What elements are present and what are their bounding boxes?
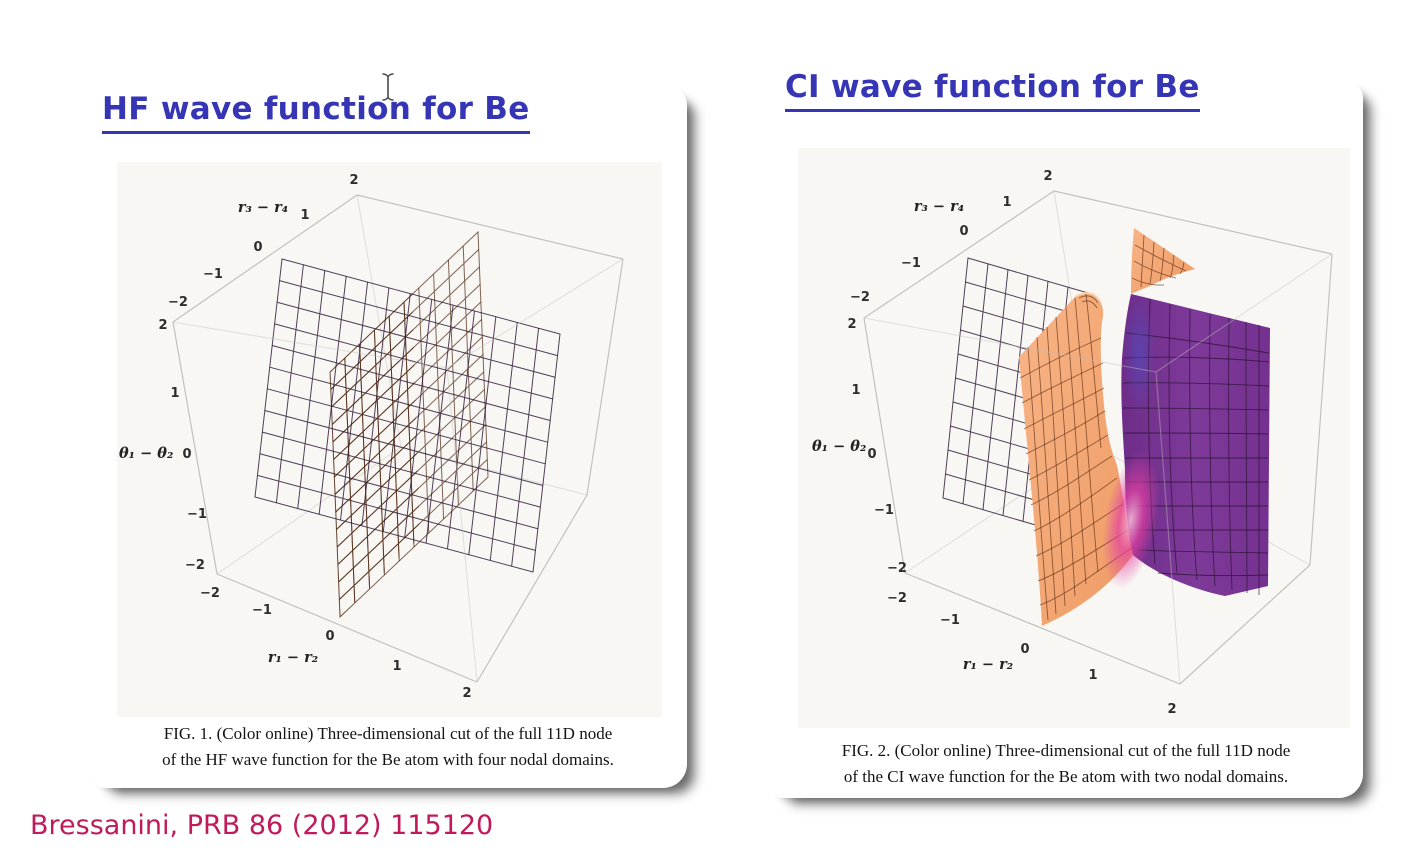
hf-figure-caption: FIG. 1. (Color online) Three-dimensional…	[103, 721, 673, 772]
ci-tick: 1	[851, 383, 860, 398]
hf-caption-line1: FIG. 1. (Color online) Three-dimensional…	[163, 724, 613, 743]
hf-tick: 0	[182, 447, 191, 462]
hf-caption-line2: of the HF wave function for the Be atom …	[162, 749, 614, 769]
ci-tick: −2	[887, 591, 907, 606]
hf-tick: 0	[253, 240, 262, 255]
hf-tick: −1	[203, 267, 223, 282]
ci-tick: −2	[887, 561, 907, 576]
hf-tick: 1	[392, 659, 401, 674]
ci-axis-label-r1r2: r₁ − r₂	[963, 656, 1013, 673]
ci-figure-card: r₃ − r₄ 2 1 0 −1 −2 θ₁ − θ₂ 2 1 0 −1 −2 …	[773, 82, 1363, 798]
ci-tick: −1	[940, 613, 960, 628]
hf-axis-label-r3r4: r₃ − r₄	[238, 199, 288, 216]
hf-tick: 2	[158, 318, 167, 333]
ci-3d-plot: r₃ − r₄ 2 1 0 −1 −2 θ₁ − θ₂ 2 1 0 −1 −2 …	[798, 148, 1350, 728]
hf-tick: −2	[168, 295, 188, 310]
text-cursor-icon	[380, 72, 396, 106]
ci-tick: 2	[1043, 169, 1052, 184]
ci-axis-label-r3r4: r₃ − r₄	[914, 198, 964, 215]
ci-figure-caption: FIG. 2. (Color online) Three-dimensional…	[781, 738, 1351, 789]
hf-tick: 1	[170, 386, 179, 401]
hf-3d-plot: r₃ − r₄ 2 1 0 −1 −2 θ₁ − θ₂ 2 1 0 −1 −2 …	[117, 162, 662, 717]
hf-tick: 0	[325, 629, 334, 644]
hf-tick: −1	[187, 507, 207, 522]
hf-tick: −1	[252, 603, 272, 618]
ci-caption-line2: of the CI wave function for the Be atom …	[843, 766, 1289, 786]
hf-tick: −2	[200, 586, 220, 601]
hf-axis-label-theta: θ₁ − θ₂	[119, 445, 173, 462]
hf-tick: 2	[462, 686, 471, 701]
ci-tick: 0	[1020, 642, 1029, 657]
hf-tick: 2	[349, 173, 358, 188]
citation-text: Bressanini, PRB 86 (2012) 115120	[30, 810, 494, 841]
ci-title: CI wave function for Be	[785, 69, 1200, 112]
ci-tick: 0	[867, 447, 876, 462]
hf-title: HF wave function for Be	[102, 91, 530, 134]
ci-tick: −1	[901, 256, 921, 271]
hf-tick: −2	[185, 558, 205, 573]
ci-tick: −1	[874, 503, 894, 518]
ci-tick: −2	[850, 290, 870, 305]
ci-tick: 1	[1088, 668, 1097, 683]
hf-tick: 1	[300, 208, 309, 223]
hf-figure-card: r₃ − r₄ 2 1 0 −1 −2 θ₁ − θ₂ 2 1 0 −1 −2 …	[95, 88, 687, 788]
ci-tick: 1	[1002, 195, 1011, 210]
ci-axis-label-theta: θ₁ − θ₂	[812, 438, 866, 455]
ci-caption-line1: FIG. 2. (Color online) Three-dimensional…	[841, 741, 1291, 760]
ci-tick: 2	[1167, 702, 1176, 717]
ci-tick: 2	[847, 317, 856, 332]
hf-plot-background	[117, 162, 662, 717]
hf-axis-label-r1r2: r₁ − r₂	[268, 649, 318, 666]
ci-tick: 0	[959, 224, 968, 239]
